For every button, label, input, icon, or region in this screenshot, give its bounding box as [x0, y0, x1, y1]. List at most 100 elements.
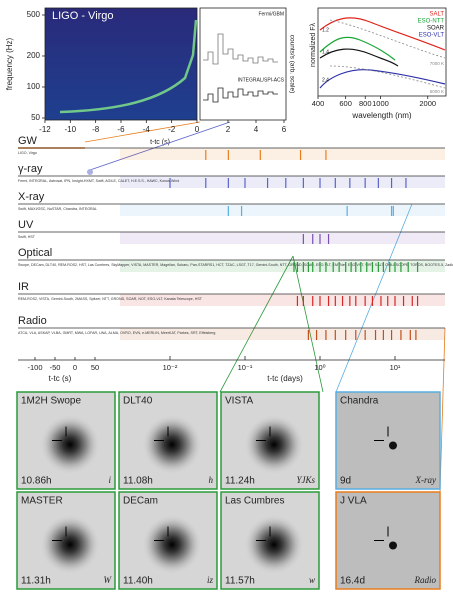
x-tick-label: -12 [39, 125, 51, 134]
x-tick-label: 0 [73, 363, 77, 372]
x-tick-label: 6 [282, 125, 287, 134]
gamma-label: INTEGRAL/SPI-ACS [238, 77, 285, 83]
cutout-telescope: 1M2H Swope [21, 396, 81, 407]
connector [219, 255, 294, 393]
source [389, 441, 397, 450]
spectrum [319, 17, 446, 51]
y-tick-label: 200 [27, 51, 41, 60]
y-tick-label: 500 [27, 10, 41, 19]
host-galaxy [244, 414, 304, 475]
row-name: Optical [18, 247, 52, 259]
connector [335, 203, 413, 393]
row-facilities: Fermi, INTEGRAL, Astrosat, IPN, Insight-… [18, 179, 179, 183]
x-tick-label: 4 [254, 125, 259, 134]
row-name: IR [18, 281, 29, 293]
cutout-filter: h [209, 475, 214, 485]
gbm-curve [203, 33, 278, 65]
row-facilities: Swift, HST [18, 235, 36, 239]
spectrum [319, 36, 396, 61]
host-galaxy [40, 414, 100, 475]
cutout-telescope: DLT40 [123, 396, 153, 407]
source [389, 541, 397, 550]
x-tick-label: 50 [91, 363, 99, 372]
cutout-time: 10.86h [21, 476, 52, 487]
legend-entry: SOAR [427, 26, 445, 32]
crosshair [154, 426, 169, 441]
row-facilities: Swift, MAXI/GSC, NuSTAR, Chandra, INTEGR… [18, 207, 97, 211]
x-tick-label: 0 [195, 125, 200, 134]
cutout-time: 11.40h [123, 576, 153, 587]
cutout-time: 16.4d [340, 576, 365, 587]
row-name: GW [18, 135, 38, 147]
host-galaxy [40, 514, 100, 575]
cutout-frame [335, 491, 441, 590]
cutout-frame [335, 391, 441, 490]
crosshair [154, 526, 169, 541]
cutout-time: 11.57h [225, 576, 255, 587]
row-name: Radio [18, 315, 47, 327]
host-galaxy [142, 414, 202, 475]
cutout-telescope: Chandra [340, 396, 379, 407]
y-axis-label: frequency (Hz) [5, 37, 14, 90]
host-galaxy [244, 514, 304, 575]
cutout-telescope: J VLA [340, 496, 367, 507]
connector [84, 121, 201, 143]
cutout-telescope: DECam [123, 496, 158, 507]
temperature-label: 5000 K [430, 89, 444, 94]
x-axis-label: t-tc (days) [267, 374, 303, 383]
spectrogram-title: LIGO - Virgo [52, 10, 114, 22]
cutout-telescope: Las Cumbres [225, 496, 284, 507]
row-name: γ-ray [18, 163, 43, 175]
crosshair [52, 426, 67, 441]
temperature-label: 7000 K [430, 61, 444, 66]
x-tick-label: -2 [168, 125, 176, 134]
y-tick-label: 50 [31, 113, 40, 122]
x-tick-label: 10⁰ [314, 363, 325, 372]
y-axis-label: counts/s (arb. scale) [288, 35, 295, 94]
crosshair [256, 426, 271, 441]
gamma-label: Fermi/GBM [258, 11, 284, 17]
blackbody [329, 19, 446, 89]
x-tick-label: 10¹ [390, 363, 401, 372]
epoch-label: 2.4 [322, 77, 329, 83]
cutout-filter: i [108, 475, 111, 485]
cutout-filter: X-ray [415, 475, 437, 485]
x-tick-label: 600 [339, 99, 352, 108]
cutout-filter: Radio [414, 575, 437, 585]
y-tick-label: 100 [27, 82, 41, 91]
epoch-label: 1.4 [322, 49, 329, 55]
row-band [120, 294, 445, 306]
crosshair [374, 426, 389, 441]
crosshair [256, 526, 271, 541]
crosshair [52, 526, 67, 541]
grb-marker [87, 169, 93, 175]
x-tick-label: -10 [65, 125, 77, 134]
row-name: X-ray [18, 191, 45, 203]
x-tick-label: 400 [312, 99, 325, 108]
legend-entry: ESO-VLT [419, 33, 445, 39]
x-tick-label: -100 [27, 363, 42, 372]
x-axis-label: t-tc (s) [49, 374, 72, 383]
row-facilities: REM-ROS2, VISTA, Gemini-South, 2MASS, Sp… [18, 297, 203, 301]
cutout-filter: iz [207, 575, 214, 585]
cutout-time: 11.08h [123, 476, 153, 487]
cutout-time: 11.31h [21, 576, 51, 587]
x-axis-label: t-tc (s) [150, 139, 170, 146]
spi-acs-curve [203, 87, 278, 103]
row-facilities: ATCA, VLA, ASKAP, VLBA, GMRT, MWA, LOFAR… [18, 331, 215, 335]
row-facilities: Swope, DECam, DLT40, REM-ROS2, HST, Las … [18, 263, 453, 267]
epoch-label: 1.2 [322, 27, 329, 33]
y-axis-label: normalized Fλ [310, 23, 317, 67]
cutout-filter: w [309, 575, 315, 585]
x-tick-label: -4 [143, 125, 151, 134]
x-tick-label: -50 [50, 363, 61, 372]
cutout-telescope: MASTER [21, 496, 63, 507]
spectrogram-frame [44, 7, 198, 121]
connector [89, 121, 231, 171]
x-axis-label: wavelength (nm) [351, 111, 411, 120]
row-band [120, 232, 445, 244]
spectra-frame [317, 7, 447, 97]
row-band [120, 148, 445, 160]
cutout-time: 9d [340, 476, 351, 487]
crosshair [374, 526, 389, 541]
